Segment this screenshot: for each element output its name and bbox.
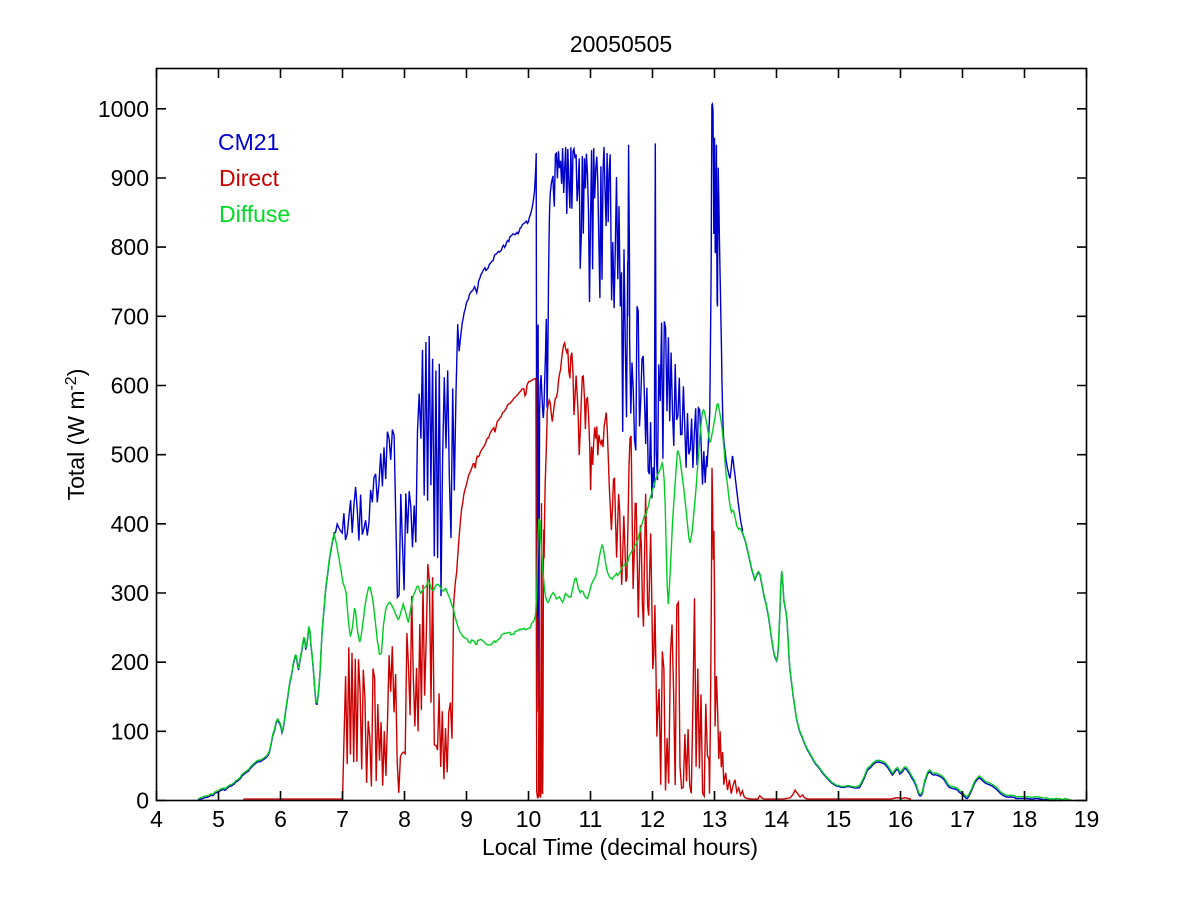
svg-text:8: 8 <box>398 806 411 832</box>
svg-text:Direct: Direct <box>219 165 280 191</box>
svg-text:700: 700 <box>111 303 149 329</box>
svg-text:5: 5 <box>212 806 225 832</box>
svg-text:Total (W m-2): Total (W m-2) <box>63 369 89 501</box>
svg-text:15: 15 <box>826 806 852 832</box>
svg-text:Local Time (decimal hours): Local Time (decimal hours) <box>482 834 758 860</box>
svg-text:18: 18 <box>1012 806 1038 832</box>
svg-text:9: 9 <box>460 806 473 832</box>
svg-text:600: 600 <box>111 373 149 399</box>
svg-text:200: 200 <box>111 649 149 675</box>
svg-text:13: 13 <box>702 806 728 832</box>
svg-text:14: 14 <box>764 806 790 832</box>
svg-text:19: 19 <box>1074 806 1100 832</box>
svg-text:20050505: 20050505 <box>570 31 672 57</box>
svg-text:16: 16 <box>888 806 914 832</box>
svg-text:12: 12 <box>640 806 666 832</box>
svg-text:100: 100 <box>111 718 149 744</box>
svg-text:10: 10 <box>516 806 542 832</box>
svg-text:CM21: CM21 <box>218 129 279 155</box>
svg-text:500: 500 <box>111 442 149 468</box>
svg-text:4: 4 <box>150 806 163 832</box>
svg-text:800: 800 <box>111 234 149 260</box>
svg-text:1000: 1000 <box>98 96 149 122</box>
svg-text:11: 11 <box>579 806 603 832</box>
svg-text:Diffuse: Diffuse <box>219 201 290 227</box>
svg-text:400: 400 <box>111 511 149 537</box>
svg-text:17: 17 <box>950 806 976 832</box>
svg-text:300: 300 <box>111 580 149 606</box>
svg-text:6: 6 <box>274 806 287 832</box>
svg-text:900: 900 <box>111 165 149 191</box>
svg-text:0: 0 <box>136 788 149 814</box>
svg-text:7: 7 <box>336 806 349 832</box>
